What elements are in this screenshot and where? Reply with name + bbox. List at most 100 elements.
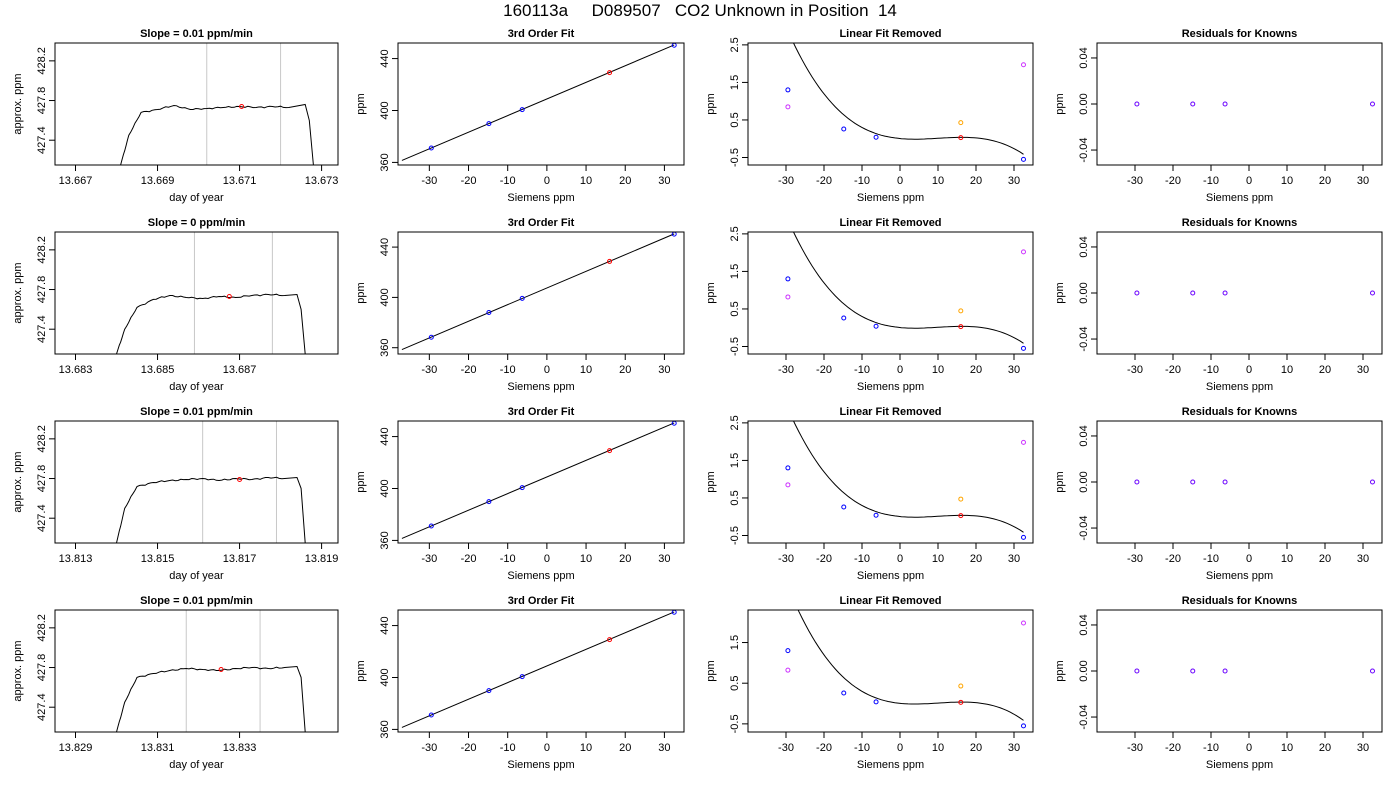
plot-area — [785, 43, 1026, 162]
panel-title: Slope = 0.01 ppm/min — [140, 595, 253, 607]
x-axis-label: day of year — [169, 381, 224, 393]
plot-frame — [747, 420, 1034, 544]
x-tick-label: 13.829 — [59, 742, 93, 754]
x-tick-label: -10 — [500, 364, 516, 376]
x-tick-label: -20 — [816, 742, 832, 754]
x-axis-label: Siemens ppm — [1206, 570, 1273, 582]
x-tick-label: 13.667 — [59, 175, 93, 187]
y-tick-label: 428.2 — [36, 614, 48, 642]
data-point — [428, 145, 434, 151]
plot-frame — [1096, 609, 1383, 733]
x-tick-label: -10 — [854, 175, 870, 187]
fit-curve — [792, 43, 1024, 155]
x-tick-label: 10 — [1281, 553, 1293, 565]
data-point — [841, 126, 847, 132]
y-axis-label: ppm — [705, 660, 717, 681]
x-tick-label: 10 — [1281, 364, 1293, 376]
x-tick-label: -30 — [778, 175, 794, 187]
data-point — [841, 690, 847, 696]
x-axis-label: Siemens ppm — [1206, 759, 1273, 771]
trace-panel-row-1: Slope = 0.01 ppm/min 13.667 13.669 13.671 13… — [12, 28, 339, 204]
plot-frame — [54, 609, 339, 733]
y-tick-label: -0.5 — [729, 526, 741, 545]
y-tick-label: 427.8 — [36, 654, 48, 682]
sample-point — [239, 103, 245, 109]
y-tick-label: 428.2 — [36, 47, 48, 75]
data-point — [1021, 620, 1026, 626]
x-tick-label: 30 — [658, 364, 670, 376]
x-tick-label: 13.669 — [141, 175, 175, 187]
data-point — [1370, 479, 1375, 485]
plot-area — [785, 421, 1026, 540]
data-point — [958, 120, 964, 126]
plot-area — [1134, 290, 1375, 296]
plot-frame — [1096, 420, 1383, 544]
y-tick-label: 360 — [379, 153, 391, 171]
x-tick-label: -30 — [1127, 553, 1143, 565]
panel-title: Linear Fit Removed — [839, 217, 941, 229]
sample-point — [218, 667, 224, 673]
y-tick-label: -0.5 — [729, 714, 741, 733]
data-point — [958, 308, 964, 314]
x-tick-label: 20 — [1319, 175, 1331, 187]
x-tick-label: -10 — [1203, 553, 1219, 565]
plot-frame — [397, 231, 685, 355]
x-tick-label: 0 — [1246, 175, 1252, 187]
y-tick-label: 360 — [379, 720, 391, 738]
x-tick-label: 20 — [619, 553, 631, 565]
x-tick-label: 10 — [1281, 175, 1293, 187]
plot-frame — [54, 231, 339, 355]
x-tick-label: 13.685 — [141, 364, 175, 376]
y-tick-label: 440 — [379, 427, 391, 445]
plot-area — [1134, 479, 1375, 485]
data-point — [1134, 101, 1140, 107]
data-point — [958, 324, 964, 330]
y-axis-label: ppm — [705, 282, 717, 303]
plot-frame — [1096, 42, 1383, 166]
data-point — [428, 523, 434, 529]
x-tick-label: -10 — [500, 553, 516, 565]
data-point — [607, 637, 613, 643]
x-axis-label: Siemens ppm — [1206, 381, 1273, 393]
y-tick-label: 400 — [379, 288, 391, 306]
x-axis-label: Siemens ppm — [857, 570, 924, 582]
data-point — [873, 512, 879, 518]
data-point — [428, 334, 434, 340]
residuals-panel-row-3: Residuals for Knowns -30 -20 -10 0 10 20 30 -0.0… — [1054, 406, 1383, 582]
plot-frame — [747, 609, 1034, 733]
x-tick-label: 0 — [544, 175, 550, 187]
x-tick-label: -20 — [461, 175, 477, 187]
x-tick-label: -20 — [1165, 175, 1181, 187]
x-tick-label: 10 — [932, 553, 944, 565]
data-point — [785, 482, 791, 488]
x-tick-label: 20 — [970, 364, 982, 376]
x-tick-label: 20 — [619, 742, 631, 754]
y-tick-label: 0.5 — [729, 490, 741, 505]
x-tick-label: 30 — [1008, 553, 1020, 565]
data-point — [958, 513, 964, 519]
y-tick-label: 360 — [379, 531, 391, 549]
trace-panel-row-3: Slope = 0.01 ppm/min 13.813 13.815 13.817 13… — [12, 406, 339, 582]
x-tick-label: 20 — [970, 553, 982, 565]
x-tick-label: -30 — [1127, 175, 1143, 187]
panel-title: Residuals for Knowns — [1182, 217, 1298, 229]
x-tick-label: 13.815 — [141, 553, 175, 565]
x-tick-label: 20 — [1319, 553, 1331, 565]
y-tick-label: 400 — [379, 479, 391, 497]
plot-frame — [747, 42, 1034, 166]
y-tick-label: -0.5 — [729, 337, 741, 356]
fit-panel-row-2: 3rd Order Fit -30 -20 -10 0 10 20 30 360 400 440 Si… — [355, 217, 685, 393]
data-point — [785, 276, 791, 282]
plot-frame — [397, 42, 685, 166]
x-tick-label: 20 — [970, 175, 982, 187]
panel-title: 3rd Order Fit — [508, 406, 575, 418]
x-axis-label: Siemens ppm — [507, 759, 574, 771]
plot-area — [785, 232, 1026, 351]
data-point — [1021, 156, 1026, 162]
x-tick-label: -20 — [816, 175, 832, 187]
y-tick-label: 1.5 — [729, 264, 741, 279]
x-tick-label: 13.813 — [59, 553, 93, 565]
data-point — [519, 674, 525, 680]
x-tick-label: 10 — [580, 553, 592, 565]
y-axis-label: ppm — [355, 471, 367, 492]
